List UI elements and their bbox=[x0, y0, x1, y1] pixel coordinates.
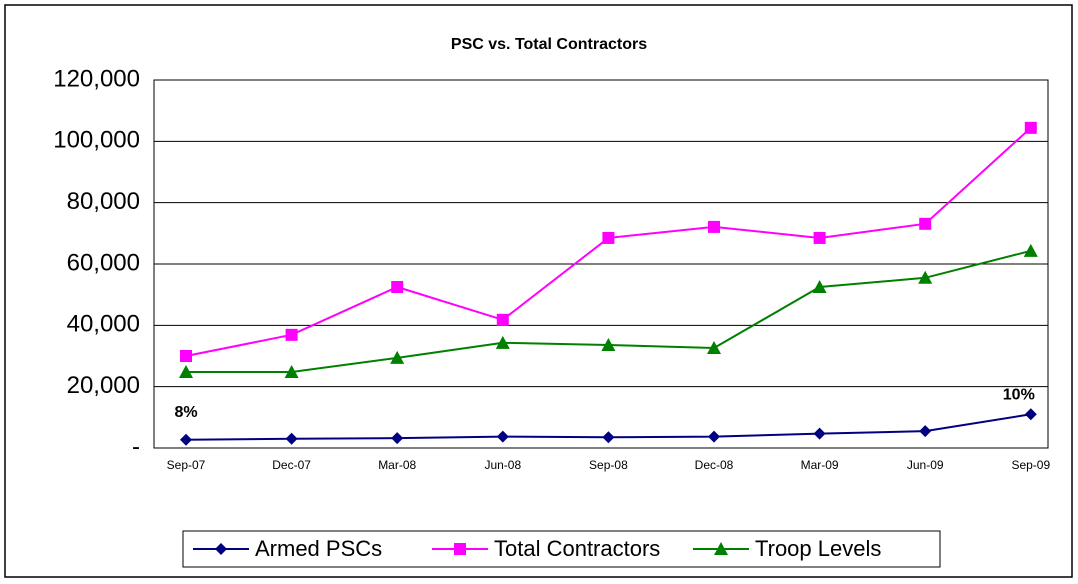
marker bbox=[1024, 408, 1037, 421]
marker bbox=[707, 341, 721, 355]
marker bbox=[602, 431, 615, 444]
y-tick-label: 100,000 bbox=[53, 127, 140, 154]
legend-marker bbox=[215, 543, 227, 555]
annotation: 10% bbox=[1003, 386, 1035, 403]
marker bbox=[812, 280, 827, 293]
x-tick-label: Dec-07 bbox=[272, 458, 311, 472]
marker bbox=[1024, 121, 1037, 134]
y-tick-label: 20,000 bbox=[67, 372, 140, 399]
chart-title: PSC vs. Total Contractors bbox=[451, 36, 647, 53]
legend-label: Total Contractors bbox=[494, 536, 660, 561]
y-tick-label: - bbox=[132, 433, 140, 460]
x-tick-label: Dec-08 bbox=[695, 458, 734, 472]
marker bbox=[285, 432, 298, 445]
y-tick-label: 80,000 bbox=[67, 188, 140, 215]
annotation: 8% bbox=[174, 404, 197, 421]
legend-label: Armed PSCs bbox=[255, 536, 382, 561]
marker bbox=[285, 328, 298, 341]
marker bbox=[180, 350, 192, 362]
marker bbox=[708, 220, 720, 233]
legend-label: Troop Levels bbox=[755, 536, 881, 561]
marker bbox=[708, 430, 720, 443]
x-tick-label: Sep-09 bbox=[1011, 458, 1050, 472]
marker bbox=[602, 231, 615, 244]
marker bbox=[180, 433, 192, 446]
x-tick-label: Jun-09 bbox=[907, 458, 944, 472]
marker bbox=[813, 231, 826, 244]
marker bbox=[813, 427, 826, 440]
x-tick-label: Sep-08 bbox=[589, 458, 628, 472]
marker bbox=[1023, 243, 1038, 257]
x-tick-label: Sep-07 bbox=[167, 458, 206, 472]
legend-marker bbox=[454, 543, 466, 555]
y-tick-label: 40,000 bbox=[67, 311, 140, 338]
marker bbox=[918, 270, 933, 284]
marker bbox=[390, 350, 405, 364]
marker bbox=[496, 313, 509, 326]
marker bbox=[496, 430, 509, 443]
marker bbox=[391, 281, 404, 293]
marker bbox=[284, 364, 299, 378]
y-tick-label: 60,000 bbox=[67, 249, 140, 276]
marker bbox=[179, 364, 193, 378]
marker bbox=[601, 337, 616, 351]
legend-box bbox=[182, 530, 941, 568]
marker bbox=[919, 425, 932, 438]
legend-marker bbox=[714, 542, 728, 555]
marker bbox=[391, 432, 404, 445]
marker bbox=[495, 335, 510, 349]
x-tick-label: Mar-08 bbox=[378, 458, 416, 472]
marker bbox=[919, 217, 932, 230]
y-tick-label: 120,000 bbox=[53, 65, 140, 92]
x-tick-label: Mar-09 bbox=[801, 458, 839, 472]
x-tick-label: Jun-08 bbox=[484, 458, 521, 472]
